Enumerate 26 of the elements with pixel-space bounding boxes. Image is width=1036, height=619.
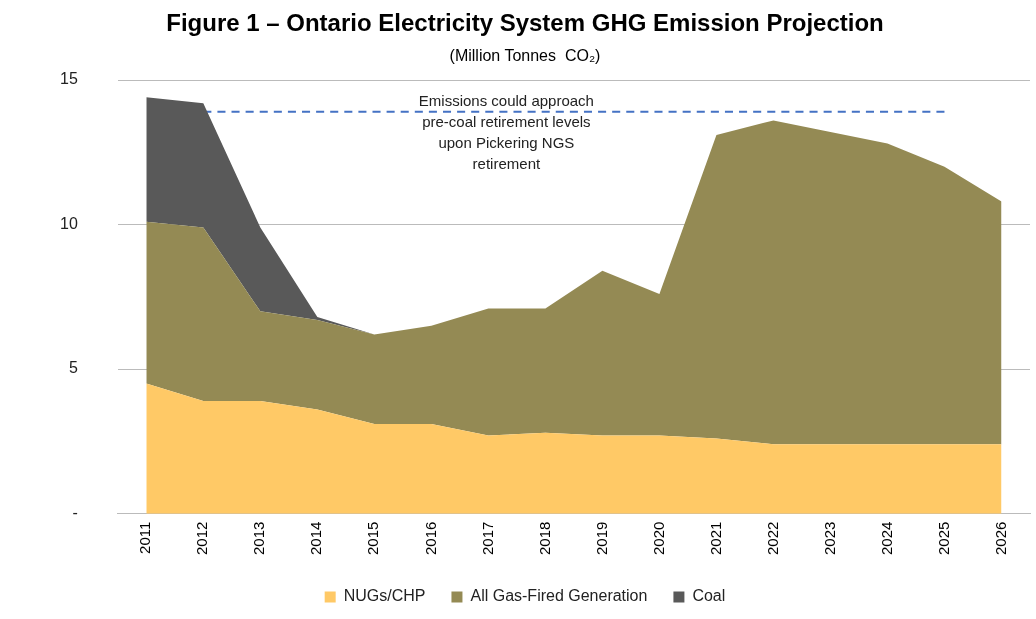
x-tick-label: 2013 [250, 521, 268, 556]
x-tick-label: 2018 [535, 521, 553, 556]
legend-label: NUGs/CHP [343, 587, 426, 605]
x-tick-label: 2020 [649, 521, 667, 556]
x-tick-label: 2023 [820, 521, 838, 556]
chart-subtitle: (Million Tonnes CO₂) [449, 46, 601, 64]
x-tick-label: 2026 [991, 521, 1009, 556]
y-tick-label: 10 [60, 214, 78, 232]
legend-label: All Gas-Fired Generation [470, 587, 648, 605]
x-tick-label: 2024 [877, 521, 895, 556]
x-tick-label: 2021 [706, 521, 724, 556]
x-tick-label: 2017 [478, 521, 496, 556]
x-tick-label: 2016 [421, 521, 439, 556]
x-tick-label: 2019 [592, 521, 610, 556]
y-tick-label: 15 [60, 70, 78, 88]
y-tick-label: - [72, 504, 78, 522]
chart-title: Figure 1 – Ontario Electricity System GHG Emission Projection [166, 9, 884, 37]
annotation: Emissions could approach pre-coal retirement levels upon Pickering NGS retirement [418, 91, 594, 172]
x-tick-label: 2025 [934, 521, 952, 556]
x-tick-label: 2015 [364, 521, 382, 556]
x-tick-label: 2012 [193, 521, 211, 556]
x-tick-label: 2022 [763, 521, 781, 556]
y-tick-label: 5 [68, 359, 78, 377]
x-tick-label: 2011 [136, 521, 154, 554]
legend-label: Coal [692, 587, 726, 605]
x-tick-label: 2014 [307, 521, 325, 556]
